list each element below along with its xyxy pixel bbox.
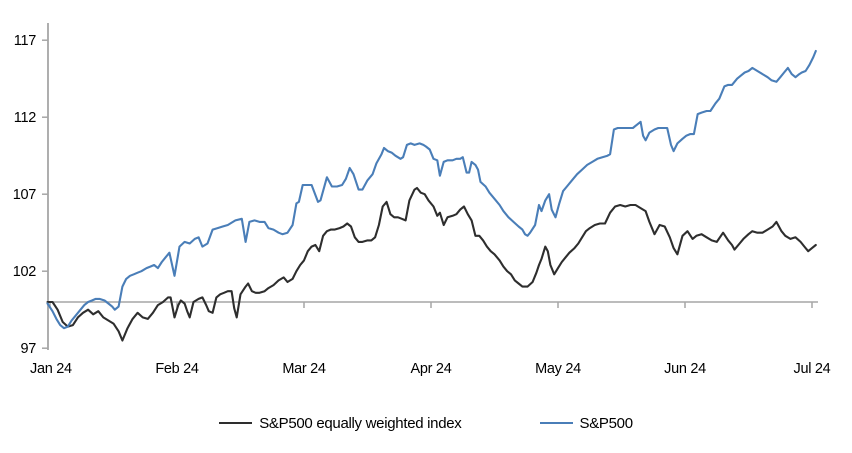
x-tick-label: Jul 24 <box>794 361 831 377</box>
y-tick-label: 112 <box>14 110 36 126</box>
chart-canvas: 97 102 107 112 117 Jan 24 Feb 24 Mar 24 Apr 24 Ma… <box>13 23 831 377</box>
series-line-1 <box>46 49 817 330</box>
y-tick-label: 97 <box>20 341 36 357</box>
x-tick-label: Jun 24 <box>664 361 706 377</box>
x-tick-label: Feb 24 <box>155 361 199 377</box>
x-tick-label: Jan 24 <box>30 361 72 377</box>
x-tick-label: May 24 <box>535 361 581 377</box>
legend-item-equal-weight: S&P500 equally weighted index <box>219 414 462 432</box>
series-line-0 <box>46 186 817 342</box>
x-tick-label: Mar 24 <box>282 361 326 377</box>
legend-item-sp500: S&P500 <box>539 414 634 432</box>
legend-line-swatch-blue <box>539 421 573 425</box>
y-tick-label: 117 <box>14 33 36 49</box>
y-tick-label: 107 <box>13 187 37 203</box>
x-tick-label: Apr 24 <box>411 361 452 377</box>
plot-area: 97 102 107 112 117 Jan 24 Feb 24 Mar 24 Apr 24 Ma… <box>13 23 831 377</box>
legend-label-equal-weight: S&P500 equally weighted index <box>259 414 462 432</box>
legend-label-sp500: S&P500 <box>579 414 634 432</box>
chart-legend: S&P500 equally weighted index S&P500 <box>0 408 852 438</box>
legend-line-swatch-dark <box>219 421 253 425</box>
y-tick-label: 102 <box>13 264 37 280</box>
